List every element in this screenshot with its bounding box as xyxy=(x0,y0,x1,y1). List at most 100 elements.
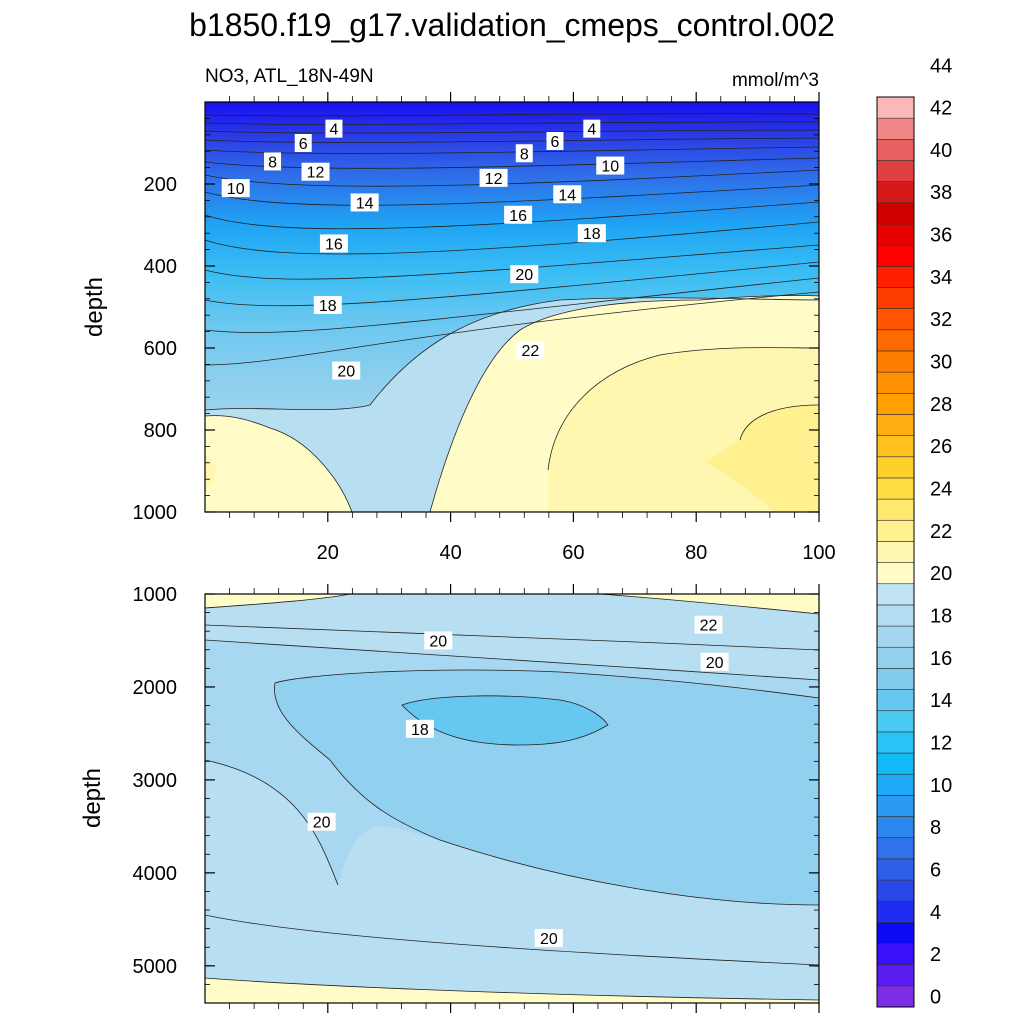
contour-label-text: 6 xyxy=(299,136,308,153)
contour-label-bg xyxy=(577,224,606,243)
contour-label-bg xyxy=(264,152,282,171)
x-tick-label: 20 xyxy=(317,542,339,564)
x-tick-label: 80 xyxy=(685,542,707,564)
contour-label: 20 xyxy=(424,631,453,650)
colorbar-box xyxy=(876,266,915,288)
colorbar-box xyxy=(876,795,915,817)
x-tick-label: 100 xyxy=(802,542,835,564)
units-label: mmol/m^3 xyxy=(732,70,819,91)
colorbar-box xyxy=(876,879,915,902)
contour-label-text: 14 xyxy=(558,187,576,204)
colorbar-box xyxy=(876,943,915,965)
contour-label-bg xyxy=(583,119,601,138)
contour-label-text: 10 xyxy=(601,159,619,176)
colorbar-box xyxy=(876,773,915,796)
contour-label-text: 8 xyxy=(268,154,277,171)
colorbar-box xyxy=(876,371,915,394)
colorbar-tick-label: 22 xyxy=(930,521,952,543)
y-tick-label: 5000 xyxy=(133,956,178,978)
colorbar-tick-label: 18 xyxy=(930,605,952,627)
contour-label: 14 xyxy=(350,193,379,212)
colorbar-box xyxy=(876,668,915,690)
colorbar-box xyxy=(876,350,915,373)
colorbar-box xyxy=(876,731,915,754)
y-tick-label: 400 xyxy=(144,256,177,278)
contour-label: 18 xyxy=(405,719,434,739)
colorbar-box xyxy=(876,922,915,944)
contour-label-text: 12 xyxy=(307,165,325,182)
contour-label-bg xyxy=(534,928,563,947)
contour-label-bg xyxy=(332,361,361,380)
colorbar-tick-label: 12 xyxy=(930,732,952,754)
colorbar-box xyxy=(876,519,915,542)
colorbar-tick-label: 4 xyxy=(930,902,941,924)
colorbar-tick-label: 32 xyxy=(930,309,952,331)
contour-label-bg xyxy=(504,205,533,224)
contour-label-text: 8 xyxy=(520,146,529,163)
colorbar-tick-label: 14 xyxy=(930,690,952,712)
colorbar-box xyxy=(876,160,915,182)
colorbar-tick-label: 10 xyxy=(930,775,952,797)
colorbar-box xyxy=(876,139,915,161)
contour-label: 20 xyxy=(307,812,336,832)
colorbar-tick-label: 36 xyxy=(930,225,952,247)
colorbar-box xyxy=(876,498,915,521)
bottom-axes: 1000 2000 3000 4000 5000 xyxy=(133,584,820,1013)
bottom-contour-labels: 20 22 20 18 20 20 xyxy=(307,615,729,948)
colorbar-box xyxy=(876,604,915,627)
contour-label: 4 xyxy=(325,119,343,139)
contour-label: 10 xyxy=(596,156,625,176)
top-contour-fill xyxy=(205,102,819,512)
colorbar-box xyxy=(876,964,915,987)
contour-label-bg xyxy=(515,144,533,163)
contour-label: 20 xyxy=(332,361,361,381)
contour-label-bg xyxy=(405,719,434,738)
contour-label-text: 22 xyxy=(522,343,540,360)
contour-label-text: 20 xyxy=(515,267,533,284)
contour-label-text: 20 xyxy=(540,931,558,948)
contour-label-text: 22 xyxy=(700,618,718,635)
contour-label-bg xyxy=(424,631,453,650)
contour-label-bg xyxy=(596,156,625,175)
colorbar-box xyxy=(876,625,915,648)
colorbar-box xyxy=(876,710,915,733)
colorbar: 0246810121416182022242628303234363840424… xyxy=(876,55,952,1008)
contour-label-bg xyxy=(546,131,564,150)
colorbar-box xyxy=(876,562,915,585)
x-tick-label: 60 xyxy=(562,542,584,564)
contour-label-text: 18 xyxy=(583,226,601,243)
colorbar-box xyxy=(876,223,915,246)
colorbar-frame xyxy=(876,96,915,1008)
colorbar-box xyxy=(876,435,915,458)
y-tick-label: 200 xyxy=(144,174,177,196)
contour-label-bg xyxy=(313,295,342,314)
colorbar-box xyxy=(876,414,915,436)
contour-label-bg xyxy=(516,341,545,360)
colorbar-box xyxy=(876,837,915,860)
contour-label-text: 4 xyxy=(329,122,338,139)
contour-label: 12 xyxy=(479,168,508,188)
colorbar-box xyxy=(876,96,915,119)
contour-label: 8 xyxy=(264,152,282,171)
colorbar-box xyxy=(876,689,915,712)
contour-label-text: 20 xyxy=(706,655,724,672)
contour-label-text: 12 xyxy=(485,171,503,188)
colorbar-box xyxy=(876,752,915,775)
colorbar-box xyxy=(876,456,915,479)
contour-label-text: 16 xyxy=(325,236,343,253)
contour-label-text: 6 xyxy=(551,134,560,151)
colorbar-box xyxy=(876,477,915,500)
top-ylabel: depth xyxy=(81,277,108,337)
y-tick-label: 1000 xyxy=(133,502,178,524)
colorbar-tick-label: 0 xyxy=(930,986,941,1008)
colorbar-box xyxy=(876,858,915,881)
contour-label-text: 18 xyxy=(411,722,429,739)
contour-label: 20 xyxy=(700,652,729,672)
contour-label-text: 14 xyxy=(356,195,374,212)
colorbar-box xyxy=(876,816,915,838)
contour-label-text: 10 xyxy=(227,181,245,198)
chart-title: b1850.f19_g17.validation_cmeps_control.0… xyxy=(189,7,835,43)
contour-label-bg xyxy=(553,185,582,204)
variable-label: NO3, ATL_18N-49N xyxy=(205,66,374,87)
